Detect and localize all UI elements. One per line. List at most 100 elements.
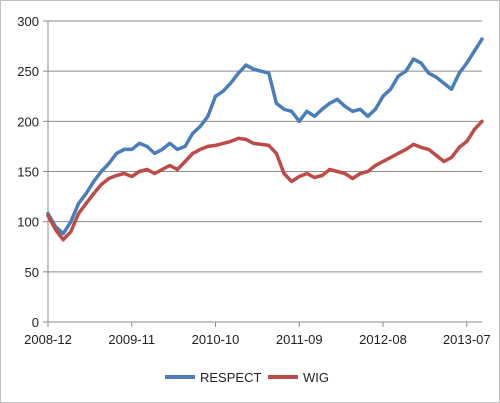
data-point-respect [358, 107, 362, 111]
data-point-respect [335, 97, 339, 101]
data-point-respect [69, 220, 73, 224]
data-point-wig [168, 163, 172, 168]
data-point-wig [297, 174, 301, 179]
data-point-respect [434, 75, 438, 79]
data-point-wig [213, 143, 218, 147]
data-point-wig [290, 179, 294, 184]
y-tick-label: 0 [32, 315, 39, 330]
x-tick-label: 2013-07 [443, 332, 491, 347]
data-point-respect [404, 69, 408, 73]
data-point-wig [69, 230, 73, 234]
x-tick-label: 2011-09 [276, 332, 323, 347]
axes [47, 21, 482, 323]
data-point-wig [259, 142, 263, 146]
data-point-respect [396, 74, 400, 78]
data-point-wig [343, 171, 347, 176]
data-point-wig [396, 151, 400, 155]
data-point-respect [457, 71, 461, 75]
data-point-respect [381, 94, 385, 98]
data-point-wig [137, 169, 141, 174]
data-point-respect [442, 81, 446, 85]
data-point-respect [282, 107, 286, 111]
data-point-wig [427, 147, 431, 151]
data-point-respect [480, 37, 484, 41]
y-tick-label: 50 [25, 265, 39, 280]
data-point-wig [54, 228, 58, 232]
data-point-wig [76, 212, 81, 216]
x-tick-label: 2012-08 [359, 332, 407, 347]
data-point-wig [472, 127, 476, 131]
data-point-wig [465, 139, 469, 143]
series-line-respect [46, 37, 484, 236]
data-point-respect [153, 151, 157, 155]
data-point-wig [99, 182, 103, 187]
data-point-respect [145, 144, 149, 148]
data-point-respect [84, 192, 88, 196]
data-point-respect [427, 71, 431, 75]
data-point-respect [267, 71, 271, 75]
data-point-respect [449, 87, 454, 91]
data-point-wig [366, 169, 370, 174]
data-point-wig [84, 202, 88, 206]
data-point-wig [358, 171, 362, 176]
data-point-respect [351, 109, 355, 113]
data-point-wig [373, 163, 377, 168]
data-point-wig [61, 238, 65, 242]
data-point-wig [160, 167, 164, 172]
data-point-wig [236, 136, 240, 140]
data-point-wig [434, 153, 438, 157]
y-tick-label: 250 [17, 64, 39, 79]
data-point-wig [183, 159, 187, 164]
data-point-wig [107, 176, 111, 181]
data-point-wig [457, 145, 461, 149]
data-point-respect [221, 89, 225, 93]
data-point-wig [404, 147, 408, 151]
data-point-wig [114, 173, 119, 178]
data-point-wig [411, 142, 416, 146]
data-point-wig [351, 176, 355, 181]
data-point-wig [274, 151, 278, 155]
data-point-wig [92, 192, 96, 196]
data-point-respect [168, 141, 172, 145]
data-point-wig [449, 155, 454, 160]
data-point-respect [297, 119, 301, 123]
data-point-wig [130, 174, 134, 179]
data-point-respect [76, 202, 81, 206]
x-tick-label: 2009-11 [108, 332, 155, 347]
data-point-respect [61, 232, 65, 236]
data-point-respect [259, 69, 263, 73]
data-point-respect [389, 87, 393, 91]
data-point-wig [282, 171, 286, 176]
data-point-wig [221, 141, 225, 145]
data-point-respect [320, 107, 324, 111]
data-point-respect [160, 147, 164, 151]
data-point-respect [290, 109, 294, 113]
data-point-respect [206, 114, 210, 118]
data-point-wig [244, 137, 248, 141]
data-point-wig [389, 155, 393, 160]
x-tick-label: 2008-12 [24, 332, 72, 347]
y-tick-label: 200 [17, 114, 39, 129]
data-point-respect [373, 107, 377, 111]
data-point-wig [122, 171, 126, 176]
data-point-respect [244, 63, 248, 67]
y-tick-label: 300 [17, 14, 39, 29]
data-point-respect [213, 94, 218, 98]
legend: RESPECT WIG [165, 370, 329, 385]
data-point-respect [411, 57, 416, 61]
data-point-wig [191, 151, 195, 155]
data-point-respect [92, 179, 96, 184]
data-point-wig [320, 173, 324, 178]
y-tick-label: 150 [17, 165, 39, 180]
data-point-wig [328, 167, 332, 172]
x-tick-label: 2010-10 [192, 332, 240, 347]
data-point-respect [99, 169, 103, 174]
data-point-respect [114, 151, 119, 155]
data-point-respect [122, 147, 126, 151]
data-point-respect [191, 131, 195, 135]
data-point-wig [252, 141, 256, 145]
data-point-wig [198, 147, 202, 151]
data-point-wig [267, 143, 271, 147]
data-point-wig [145, 167, 149, 172]
